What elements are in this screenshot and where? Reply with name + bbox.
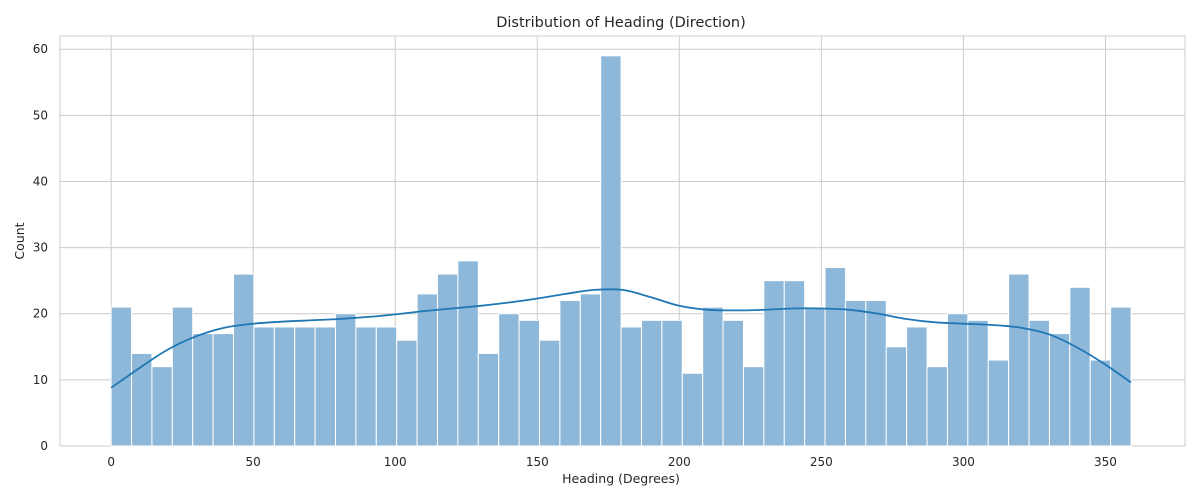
- bars-layer: [110, 55, 1132, 447]
- histogram-bar: [192, 333, 214, 447]
- histogram-bar: [273, 326, 296, 447]
- x-tick-label: 250: [810, 455, 833, 469]
- histogram-bar: [294, 326, 316, 447]
- x-tick-label: 300: [952, 455, 975, 469]
- histogram-bar: [885, 346, 908, 447]
- histogram-bar: [804, 306, 826, 447]
- histogram-bar: [579, 293, 602, 447]
- histogram-bar: [355, 326, 377, 447]
- histogram-bar: [946, 313, 969, 447]
- histogram-bar: [926, 366, 948, 447]
- histogram-bar: [783, 280, 806, 447]
- histogram-bar: [967, 319, 989, 447]
- histogram-bar: [906, 326, 928, 447]
- histogram-bar: [477, 352, 500, 447]
- chart-title: Distribution of Heading (Direction): [496, 15, 746, 31]
- kde-layer: [110, 288, 1132, 389]
- histogram-bar: [1069, 286, 1091, 447]
- x-tick-label: 200: [668, 455, 691, 469]
- histogram-bar: [314, 326, 337, 447]
- histogram-bar: [396, 339, 418, 447]
- histogram-bar: [375, 326, 398, 447]
- y-tick-label: 40: [33, 174, 48, 188]
- histogram-bar: [1028, 319, 1050, 447]
- histogram-bar: [233, 273, 255, 447]
- histogram-bar: [661, 319, 683, 447]
- histogram-bar: [681, 372, 704, 447]
- histogram-bar: [865, 300, 887, 447]
- ticks-layer: 0 50 100 150 200 250 300 350 0 10 20 30 40 50 60: [33, 42, 1117, 469]
- histogram-bar: [763, 280, 785, 447]
- histogram-bar: [335, 313, 357, 447]
- histogram-bar: [1110, 306, 1132, 447]
- histogram-bar: [824, 266, 846, 447]
- histogram-bar: [151, 366, 173, 447]
- y-tick-label: 50: [33, 108, 48, 122]
- histogram-bar: [1008, 273, 1030, 447]
- histogram-bar: [1089, 359, 1112, 447]
- y-tick-label: 0: [40, 439, 48, 453]
- histogram-bar: [600, 55, 622, 447]
- y-tick-label: 30: [33, 241, 48, 255]
- histogram-bar: [722, 319, 744, 447]
- x-axis-label: Heading (Degrees): [562, 471, 680, 486]
- histogram-bar: [559, 300, 581, 447]
- x-tick-label: 150: [526, 455, 549, 469]
- histogram-bar: [171, 306, 194, 447]
- histogram-bar: [457, 260, 479, 447]
- histogram-bar: [620, 326, 642, 447]
- x-tick-label: 0: [107, 455, 115, 469]
- histogram-bar: [212, 333, 235, 447]
- histogram-bar: [1048, 333, 1071, 447]
- x-tick-label: 50: [246, 455, 261, 469]
- histogram-bar: [538, 339, 561, 447]
- histogram-bar: [253, 326, 275, 447]
- histogram-bar: [416, 293, 438, 447]
- x-tick-label: 350: [1094, 455, 1117, 469]
- histogram-bar: [640, 319, 663, 447]
- histogram-bar: [742, 366, 765, 447]
- histogram-bar: [437, 273, 459, 447]
- y-axis-label: Count: [12, 222, 27, 259]
- histogram-bar: [987, 359, 1010, 447]
- y-tick-label: 20: [33, 307, 48, 321]
- y-tick-label: 10: [33, 373, 48, 387]
- histogram-bar: [702, 306, 724, 447]
- histogram-bar: [844, 300, 867, 447]
- histogram-bar: [518, 319, 540, 447]
- kde-curve: [110, 288, 1132, 389]
- y-tick-label: 60: [33, 42, 48, 56]
- x-tick-label: 100: [384, 455, 407, 469]
- histogram-bar: [498, 313, 520, 447]
